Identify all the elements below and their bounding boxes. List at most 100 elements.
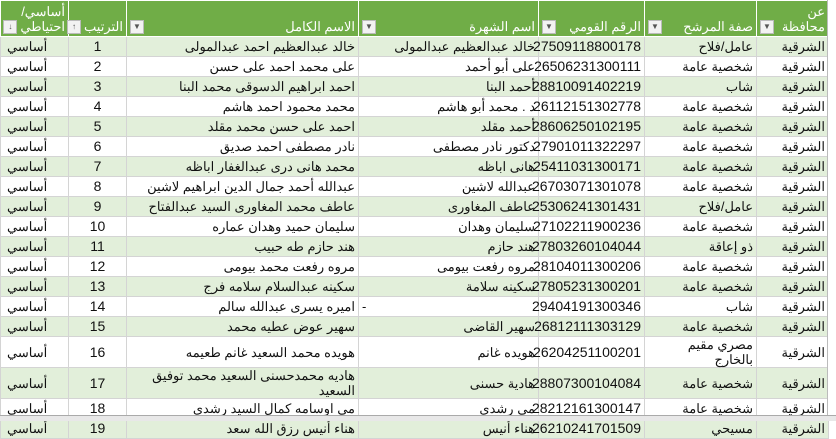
cell-known-name[interactable]: مروه رفعت بيومى — [358, 256, 539, 277]
header-full-name[interactable]: الاسم الكامل ▼ — [126, 0, 359, 37]
cell-status[interactable]: أساسي — [0, 176, 69, 197]
cell-order[interactable]: 1 — [68, 36, 127, 57]
table-row[interactable]: الشرقية شاب 28810091402219 أحمد البنا احمد ا… — [0, 76, 829, 97]
cell-full-name[interactable]: مى اوسامه كمال السيد رشدى — [126, 398, 359, 419]
cell-order[interactable]: 14 — [68, 296, 127, 317]
cell-status[interactable]: أساسي — [0, 76, 69, 97]
cell-known-name[interactable]: د . محمد أبو هاشم — [358, 96, 539, 117]
cell-known-name[interactable]: أحمد مقلد — [358, 116, 539, 137]
cell-order[interactable]: 17 — [68, 367, 127, 399]
cell-full-name[interactable]: محمد محمود احمد هاشم — [126, 96, 359, 117]
cell-governorate[interactable]: الشرقية — [756, 76, 829, 97]
table-row[interactable]: الشرقية مسيحي 26210241701509 هناء أنيس هناء … — [0, 418, 829, 439]
table-row[interactable]: الشرقية عامل/فلاح 25306241301431 عاطف المغا… — [0, 196, 829, 217]
cell-national-id[interactable]: 26210241701509 — [532, 418, 645, 439]
cell-national-id[interactable]: 26506231300111 — [534, 56, 645, 77]
cell-full-name[interactable]: هويده محمد السعيد غانم طعيمه — [126, 336, 359, 368]
cell-governorate[interactable]: الشرقية — [756, 236, 829, 257]
table-row[interactable]: الشرقية شخصية عامة 26506231300111 على أبو أ… — [0, 56, 829, 77]
cell-status[interactable]: أساسي — [0, 256, 69, 277]
cell-status[interactable]: أساسي — [0, 367, 69, 399]
cell-governorate[interactable]: الشرقية — [756, 156, 829, 177]
cell-full-name[interactable]: احمد على حسن محمد مقلد — [126, 116, 359, 137]
cell-capacity[interactable]: شخصية عامة — [644, 276, 757, 297]
cell-national-id[interactable]: 25411031300171 — [533, 156, 645, 177]
table-row[interactable]: الشرقية شخصية عامة 27901011322297 دكتور ناد… — [0, 136, 829, 157]
table-row[interactable]: الشرقية شاب 29404191300346- اميره يسرى عبدا… — [0, 296, 829, 317]
table-row[interactable]: الشرقية شخصية عامة 28104011300206 مروه رفعت… — [0, 256, 829, 277]
cell-capacity[interactable]: عامل/فلاح — [644, 36, 757, 57]
cell-capacity[interactable]: ذو إعاقة — [644, 236, 757, 257]
cell-full-name[interactable]: اميره يسرى عبدالله سالم — [126, 296, 359, 317]
cell-known-name[interactable]: هويده غانم — [358, 336, 539, 368]
table-row[interactable]: الشرقية شخصية عامة 27805231300201 سكينه سلا… — [0, 276, 829, 297]
table-row[interactable]: الشرقية شخصية عامة 28807300104084 هادية حسن… — [0, 367, 829, 399]
cell-known-name[interactable]: أحمد البنا — [358, 76, 539, 97]
cell-national-id[interactable]: 28810091402219 — [532, 76, 645, 97]
cell-order[interactable]: 7 — [68, 156, 127, 177]
header-governorate[interactable]: عن محافظة ▼ — [756, 0, 829, 37]
cell-capacity[interactable]: شخصية عامة — [644, 216, 757, 237]
cell-known-name[interactable]: عاطف المغاورى — [358, 196, 539, 217]
table-row[interactable]: الشرقية شخصية عامة 25411031300171 هانى اباظ… — [0, 156, 829, 177]
cell-governorate[interactable]: الشرقية — [756, 276, 829, 297]
cell-capacity[interactable]: شخصية عامة — [644, 136, 757, 157]
cell-capacity[interactable]: مصري مقيم بالخارج — [644, 336, 757, 368]
cell-order[interactable]: 4 — [68, 96, 127, 117]
table-row[interactable]: الشرقية شخصية عامة 26703071301078 عبدالله ل… — [0, 176, 829, 197]
cell-national-id[interactable]: 29404191300346 — [532, 296, 645, 317]
table-row[interactable]: الشرقية شخصية عامة 26812111303129 سهير القا… — [0, 316, 829, 337]
cell-full-name[interactable]: هند حازم طه حبيب — [126, 236, 359, 257]
cell-full-name[interactable]: عبدالله أحمد جمال الدين ابراهيم لاشين — [126, 176, 359, 197]
cell-capacity[interactable]: شخصية عامة — [644, 256, 757, 277]
table-row[interactable]: الشرقية شخصية عامة 26112151302778 د . محمد … — [0, 96, 829, 117]
cell-full-name[interactable]: سليمان حميد وهدان عماره — [126, 216, 359, 237]
cell-governorate[interactable]: الشرقية — [756, 176, 829, 197]
sheet-tab-bar[interactable] — [0, 415, 836, 421]
cell-order[interactable]: 2 — [68, 56, 127, 77]
cell-capacity[interactable]: شاب — [644, 296, 757, 317]
cell-known-name[interactable]: خالد عبدالعظيم عبدالمولى — [358, 36, 539, 57]
cell-order[interactable]: 13 — [68, 276, 127, 297]
cell-full-name[interactable]: على محمد احمد على حسن — [126, 56, 359, 77]
cell-status[interactable]: أساسي — [0, 196, 69, 217]
cell-national-id[interactable]: 28606250102195 — [532, 116, 645, 137]
cell-order[interactable]: 16 — [68, 336, 127, 368]
cell-order[interactable]: 3 — [68, 76, 127, 97]
table-row[interactable]: الشرقية عامل/فلاح 27509118800178 خالد عبدال… — [0, 36, 829, 57]
header-order[interactable]: الترتيب ↑ — [67, 0, 127, 37]
cell-national-id[interactable]: 26703071301078 — [532, 176, 645, 197]
sort-ascending-icon[interactable]: ↑ — [67, 20, 82, 34]
cell-full-name[interactable]: سهير عوض عطيه محمد — [126, 316, 359, 337]
filter-dropdown-icon[interactable]: ▼ — [542, 20, 556, 34]
header-status[interactable]: أساسي/ احتياطي ↓ — [0, 0, 69, 37]
cell-national-id[interactable]: 26812111303129 — [534, 316, 645, 337]
cell-status[interactable]: أساسي — [0, 56, 69, 77]
filter-dropdown-icon[interactable]: ▼ — [130, 20, 144, 34]
cell-status[interactable]: أساسي — [0, 316, 69, 337]
header-capacity[interactable]: صفة المرشح ▼ — [644, 0, 757, 37]
cell-status[interactable]: أساسي — [0, 216, 69, 237]
cell-governorate[interactable]: الشرقية — [756, 56, 829, 77]
cell-governorate[interactable]: الشرقية — [756, 296, 829, 317]
cell-governorate[interactable]: الشرقية — [756, 216, 829, 237]
header-national-id[interactable]: الرقم القومي ▼ — [538, 0, 645, 37]
cell-full-name[interactable]: سكينه عبدالسلام سلامه فرج — [126, 276, 359, 297]
cell-order[interactable]: 12 — [68, 256, 127, 277]
cell-order[interactable]: 10 — [68, 216, 127, 237]
cell-known-name[interactable]: هناء أنيس — [358, 418, 539, 439]
cell-governorate[interactable]: الشرقية — [756, 316, 829, 337]
cell-capacity[interactable]: شخصية عامة — [644, 176, 757, 197]
cell-order[interactable]: 5 — [68, 116, 127, 137]
cell-national-id[interactable]: 27901011322297 — [533, 136, 645, 157]
cell-known-name[interactable]: عبدالله لاشين — [358, 176, 539, 197]
cell-national-id[interactable]: 26112151302778 — [533, 96, 645, 117]
table-row[interactable]: الشرقية شخصية عامة 28606250102195 أحمد مقلد… — [0, 116, 829, 137]
cell-known-name[interactable]: سهير القاضى — [358, 316, 539, 337]
cell-order[interactable]: 15 — [68, 316, 127, 337]
cell-full-name[interactable]: احمد ابراهيم الدسوقى محمد البنا — [126, 76, 359, 97]
header-known-name[interactable]: اسم الشهرة ▼ — [358, 0, 539, 37]
cell-capacity[interactable]: شخصية عامة — [644, 96, 757, 117]
cell-full-name[interactable]: محمد هانى درى عبدالغفار اباظه — [126, 156, 359, 177]
cell-national-id[interactable]: 27509118800178 — [533, 36, 645, 57]
